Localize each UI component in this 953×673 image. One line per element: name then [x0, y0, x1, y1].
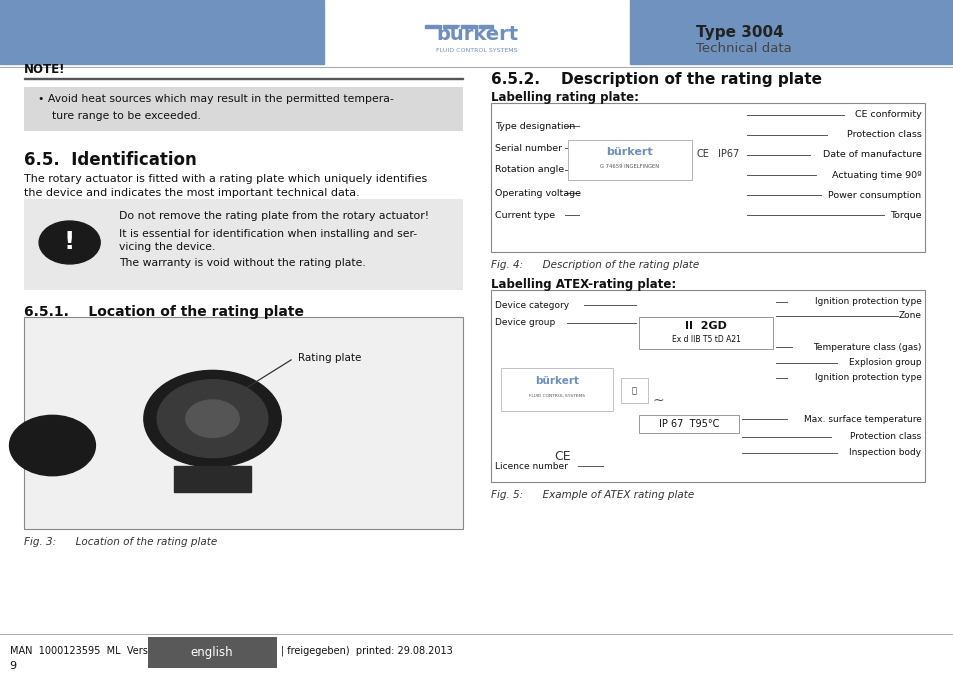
Bar: [0, 0, 324, 64]
Text: Ⓔ: Ⓔ: [631, 386, 637, 395]
Text: IP 67  T95°C: IP 67 T95°C: [659, 419, 719, 429]
Text: Actuating time 90º: Actuating time 90º: [831, 170, 921, 180]
Text: Fig. 5:      Example of ATEX rating plate: Fig. 5: Example of ATEX rating plate: [491, 490, 694, 499]
Text: Date of manufacture: Date of manufacture: [821, 151, 921, 160]
Text: Licence number: Licence number: [495, 462, 567, 470]
Text: NOTE!: NOTE!: [24, 63, 66, 77]
Circle shape: [186, 400, 239, 437]
Text: !: !: [64, 229, 75, 254]
Text: Fig. 4:      Description of the rating plate: Fig. 4: Description of the rating plate: [491, 260, 699, 270]
Text: Inspection body: Inspection body: [848, 448, 921, 457]
Bar: [460, 25, 475, 28]
Text: The warranty is void without the rating plate.: The warranty is void without the rating …: [119, 258, 366, 269]
Text: Device group: Device group: [495, 318, 555, 327]
Text: Ignition protection type: Ignition protection type: [814, 373, 921, 382]
Circle shape: [39, 221, 100, 264]
Text: Ex d IIB T5 tD A21: Ex d IIB T5 tD A21: [671, 335, 740, 344]
Text: It is essential for identification when installing and ser-: It is essential for identification when …: [119, 229, 417, 239]
Text: ~: ~: [652, 394, 663, 408]
FancyBboxPatch shape: [24, 87, 462, 131]
Text: CE: CE: [696, 149, 708, 160]
Bar: [491, 102, 924, 252]
Bar: [639, 317, 772, 349]
Bar: [639, 415, 739, 433]
Text: FLUID CONTROL SYSTEMS: FLUID CONTROL SYSTEMS: [529, 394, 584, 398]
Text: The rotary actuator is fitted with a rating plate which uniquely identifies: The rotary actuator is fitted with a rat…: [24, 174, 427, 184]
Text: Device category: Device category: [495, 301, 569, 310]
Text: Max. surface temperature: Max. surface temperature: [802, 415, 921, 424]
Text: Temperature class (gas): Temperature class (gas): [812, 343, 921, 352]
Text: Type designation: Type designation: [495, 122, 575, 131]
Text: Do not remove the rating plate from the rotary actuator!: Do not remove the rating plate from the …: [119, 211, 429, 221]
Text: Protection class: Protection class: [849, 432, 921, 441]
Text: Technical data: Technical data: [696, 42, 791, 55]
Bar: [424, 25, 438, 28]
Text: CE: CE: [554, 450, 571, 463]
Text: english: english: [191, 646, 233, 659]
Bar: [620, 378, 647, 403]
Text: Ignition protection type: Ignition protection type: [814, 297, 921, 306]
Text: vicing the device.: vicing the device.: [119, 242, 215, 252]
Text: bürkert: bürkert: [436, 26, 517, 44]
Text: G 74659 INGELFINGEN: G 74659 INGELFINGEN: [599, 164, 659, 169]
Bar: [148, 637, 276, 668]
Bar: [442, 25, 456, 28]
Text: • Avoid heat sources which may result in the permitted tempera-: • Avoid heat sources which may result in…: [38, 94, 394, 104]
Bar: [491, 291, 924, 482]
Text: Explosion group: Explosion group: [848, 359, 921, 367]
Text: Fig. 3:      Location of the rating plate: Fig. 3: Location of the rating plate: [24, 537, 217, 547]
Text: Torque: Torque: [889, 211, 921, 220]
Text: the device and indicates the most important technical data.: the device and indicates the most import…: [24, 188, 359, 198]
Text: Current type: Current type: [495, 211, 555, 220]
Text: Serial number: Serial number: [495, 144, 561, 153]
Text: II  2GD: II 2GD: [684, 321, 726, 331]
Text: Protection class: Protection class: [846, 131, 921, 139]
Text: ture range to be exceeded.: ture range to be exceeded.: [52, 111, 201, 121]
Text: Zone: Zone: [898, 312, 921, 320]
Text: Labelling ATEX-rating plate:: Labelling ATEX-rating plate:: [491, 279, 676, 291]
Bar: [629, 0, 953, 64]
Text: Power consumption: Power consumption: [827, 190, 921, 200]
Bar: [24, 78, 462, 79]
Text: MAN  1000123595  ML  Version: C Status: RL (released | freigegeben)  printed: 29: MAN 1000123595 ML Version: C Status: RL …: [10, 645, 452, 656]
Text: Rating plate: Rating plate: [298, 353, 361, 363]
Text: CE conformity: CE conformity: [854, 110, 921, 119]
Text: 9: 9: [10, 661, 16, 671]
Text: Rotation angle: Rotation angle: [495, 165, 563, 174]
Bar: [500, 367, 613, 411]
Text: bürkert: bürkert: [535, 376, 578, 386]
Circle shape: [157, 380, 268, 458]
Circle shape: [144, 370, 281, 467]
Bar: [567, 139, 691, 180]
Text: 6.5.  Identification: 6.5. Identification: [24, 151, 196, 169]
Text: Labelling rating plate:: Labelling rating plate:: [491, 91, 639, 104]
Text: bürkert: bürkert: [606, 147, 652, 157]
Text: IP67: IP67: [718, 149, 739, 160]
Text: FLUID CONTROL SYSTEMS: FLUID CONTROL SYSTEMS: [436, 48, 517, 53]
Text: Type 3004: Type 3004: [696, 25, 783, 40]
Bar: [24, 317, 462, 528]
Circle shape: [10, 415, 95, 476]
Bar: [174, 466, 251, 493]
Text: 6.5.2.    Description of the rating plate: 6.5.2. Description of the rating plate: [491, 72, 821, 87]
Text: Operating voltage: Operating voltage: [495, 188, 580, 198]
Bar: [478, 25, 493, 28]
Text: 6.5.1.    Location of the rating plate: 6.5.1. Location of the rating plate: [24, 304, 304, 318]
FancyBboxPatch shape: [24, 199, 462, 290]
